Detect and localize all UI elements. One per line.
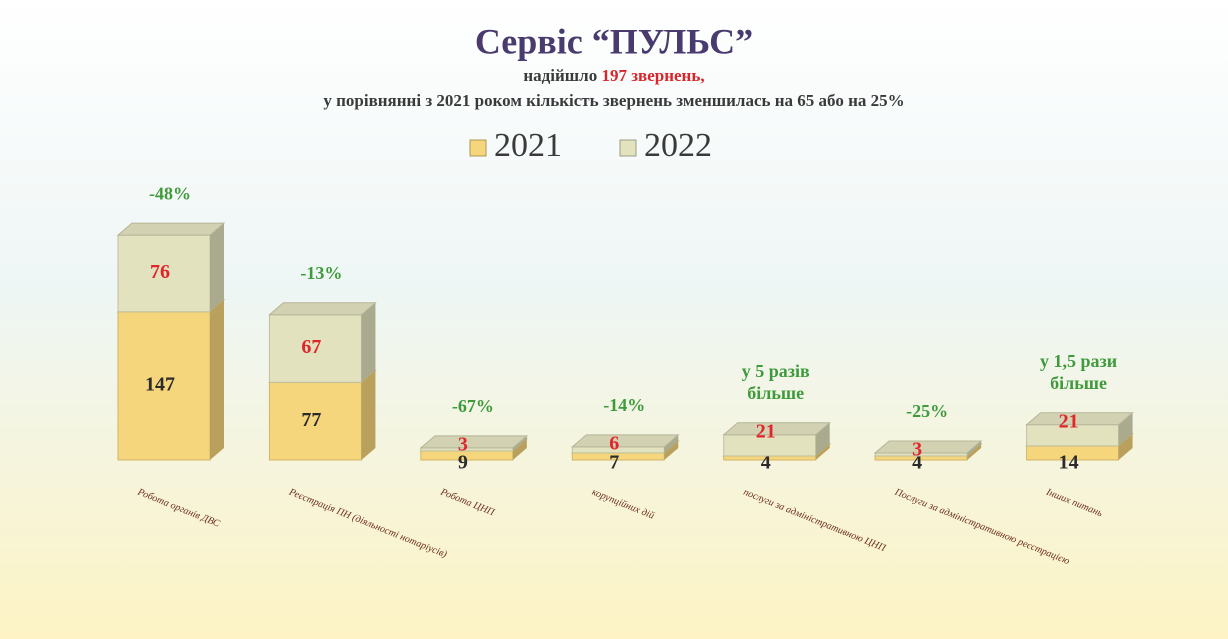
bar-top <box>116 222 226 236</box>
bar-segment <box>268 314 362 383</box>
subtitle-2: у порівнянні з 2021 роком кількість звер… <box>323 91 904 110</box>
bar-side <box>361 302 376 383</box>
annotation: у 5 разів <box>742 361 810 381</box>
value-label: 14 <box>1059 452 1079 474</box>
value-label: 6 <box>609 432 619 454</box>
subtitle-highlight: 197 звернень, <box>601 66 704 85</box>
bar-side <box>1118 412 1133 446</box>
legend-label: 2021 <box>494 127 562 164</box>
bar-side <box>361 370 376 460</box>
chart-title: Сервіс “ПУЛЬС” <box>475 21 753 61</box>
bar-top <box>873 440 983 454</box>
value-label: 9 <box>458 452 468 474</box>
bar-side <box>210 223 224 312</box>
value-label: 4 <box>761 452 771 474</box>
annotation: у 1,5 рази <box>1040 351 1117 371</box>
bar-side <box>664 434 679 453</box>
legend-label: 2022 <box>644 127 712 164</box>
annotation: -14% <box>603 395 645 415</box>
bar-side <box>967 443 982 460</box>
bar-segment <box>117 311 211 461</box>
annotation: -25% <box>906 401 948 421</box>
bar-side <box>664 440 679 460</box>
bar-side <box>512 435 527 451</box>
legend-swatch <box>619 139 637 157</box>
bar-top <box>419 435 529 449</box>
bar-top <box>722 422 832 436</box>
value-label: 147 <box>145 373 175 395</box>
annotation: -48% <box>149 183 191 203</box>
value-label: 21 <box>756 420 776 442</box>
value-label: 21 <box>1059 410 1079 432</box>
legend-swatch <box>469 139 487 157</box>
bar-side <box>815 422 830 456</box>
annotation: більше <box>1050 373 1107 393</box>
bar-side <box>815 443 830 460</box>
value-label: 3 <box>912 439 922 461</box>
value-label: 4 <box>912 452 922 474</box>
value-label: 3 <box>458 433 468 455</box>
bar-side <box>967 440 982 456</box>
bar-top <box>1025 412 1134 426</box>
bar-top <box>570 434 680 448</box>
value-label: 7 <box>609 452 619 474</box>
annotation: -67% <box>452 396 494 416</box>
bar-top <box>268 302 377 316</box>
bar-side <box>210 299 224 460</box>
subtitle: надійшло 197 звернень, <box>523 66 704 85</box>
annotation: -13% <box>300 263 342 283</box>
value-label: 76 <box>150 261 170 283</box>
annotation: більше <box>747 383 804 403</box>
subtitle-part: надійшло <box>523 66 601 85</box>
value-label: 67 <box>301 336 321 358</box>
bar-side <box>512 438 527 460</box>
bar-segment <box>268 381 362 461</box>
bar-side <box>1118 433 1133 460</box>
value-label: 77 <box>301 409 321 431</box>
